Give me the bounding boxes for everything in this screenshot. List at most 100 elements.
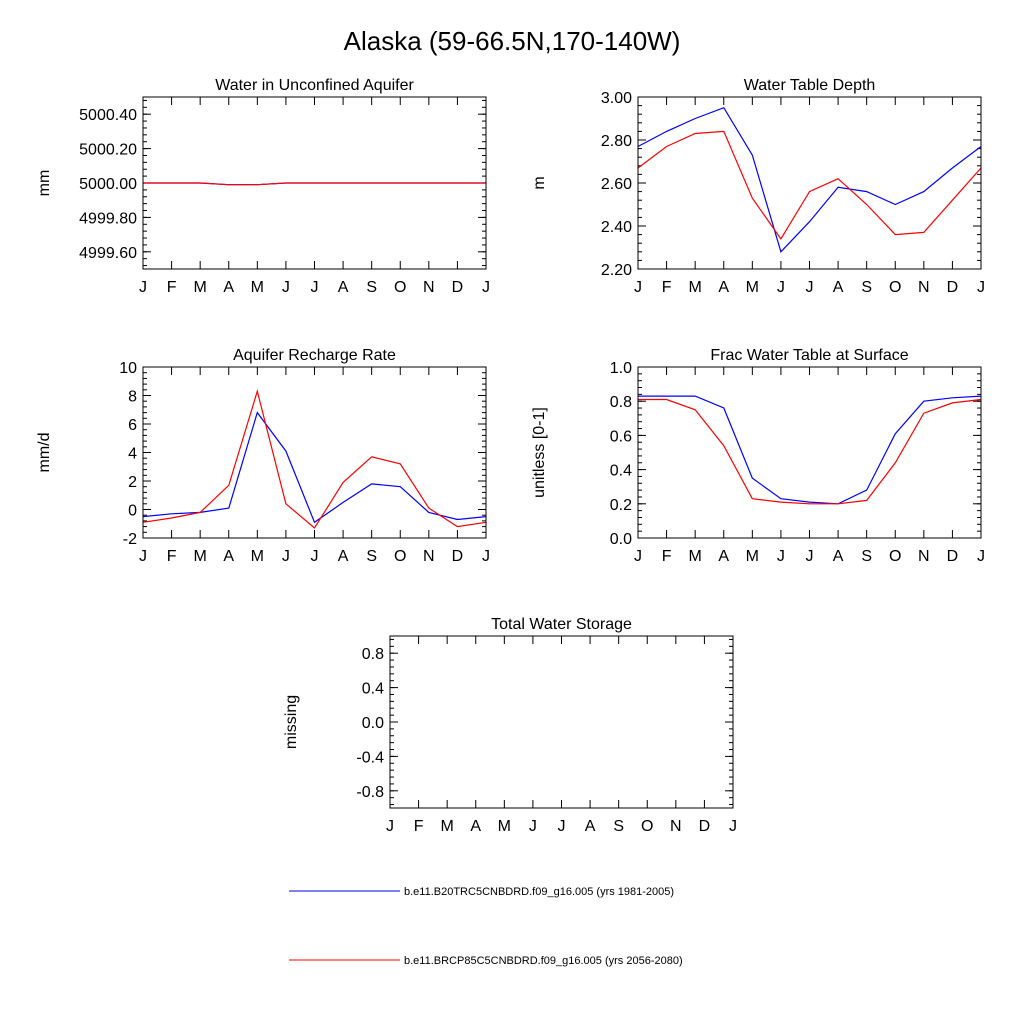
x-tick-label: J bbox=[977, 279, 985, 296]
y-tick-label: 6 bbox=[128, 417, 137, 434]
y-axis-label: unitless [0-1] bbox=[531, 407, 548, 498]
x-tick-label: A bbox=[338, 279, 349, 296]
x-tick-label: J bbox=[311, 548, 319, 565]
y-axis-label: mm/d bbox=[36, 433, 53, 473]
y-tick-label: 0.6 bbox=[610, 428, 632, 445]
x-tick-label: J bbox=[806, 279, 814, 296]
x-tick-label: A bbox=[718, 548, 729, 565]
y-tick-label: 0.0 bbox=[362, 715, 384, 732]
x-tick-label: S bbox=[861, 548, 872, 565]
x-tick-label: N bbox=[670, 818, 682, 835]
x-tick-label: J bbox=[806, 548, 814, 565]
x-tick-label: D bbox=[452, 279, 464, 296]
x-tick-label: F bbox=[167, 279, 177, 296]
y-tick-label: -0.4 bbox=[356, 749, 384, 766]
x-tick-label: D bbox=[947, 548, 959, 565]
chart-title: Water in Unconfined Aquifer bbox=[215, 77, 414, 94]
legend-label-1: b.e11.B20TRC5CNBDRD.f09_g16.005 (yrs 198… bbox=[404, 886, 674, 898]
x-tick-label: A bbox=[223, 279, 234, 296]
x-tick-label: F bbox=[662, 548, 672, 565]
y-tick-label: 5000.20 bbox=[79, 142, 137, 159]
x-tick-label: M bbox=[194, 279, 207, 296]
x-tick-label: J bbox=[729, 818, 737, 835]
x-tick-label: S bbox=[366, 548, 377, 565]
y-tick-label: 2.20 bbox=[601, 262, 632, 279]
y-tick-label: 0 bbox=[128, 503, 137, 520]
x-tick-label: O bbox=[394, 548, 406, 565]
y-tick-label: 8 bbox=[128, 389, 137, 406]
y-tick-label: 2 bbox=[128, 474, 137, 491]
y-tick-label: 0.4 bbox=[610, 463, 632, 480]
y-tick-label: -2 bbox=[123, 531, 137, 548]
x-tick-label: A bbox=[223, 548, 234, 565]
series-line-1 bbox=[638, 395, 982, 505]
y-tick-label: 3.00 bbox=[601, 90, 632, 107]
x-tick-label: J bbox=[977, 548, 985, 565]
series-line-2 bbox=[638, 398, 982, 505]
chart-title: Water Table Depth bbox=[744, 77, 876, 94]
x-tick-label: J bbox=[634, 548, 642, 565]
x-tick-label: N bbox=[423, 548, 435, 565]
series-line-2 bbox=[142, 388, 487, 529]
x-tick-label: D bbox=[452, 548, 464, 565]
x-tick-label: F bbox=[167, 548, 177, 565]
x-tick-label: S bbox=[366, 279, 377, 296]
y-tick-label: 2.40 bbox=[601, 219, 632, 236]
x-tick-label: J bbox=[777, 279, 785, 296]
x-tick-label: M bbox=[689, 548, 702, 565]
x-tick-label: J bbox=[282, 279, 290, 296]
x-tick-label: M bbox=[689, 279, 702, 296]
x-tick-label: J bbox=[386, 818, 394, 835]
chart-title: Frac Water Table at Surface bbox=[710, 347, 908, 364]
x-tick-label: M bbox=[498, 818, 511, 835]
x-tick-label: M bbox=[746, 279, 759, 296]
x-tick-label: M bbox=[441, 818, 454, 835]
plot-frame bbox=[142, 96, 487, 270]
y-tick-label: 4 bbox=[128, 446, 137, 463]
x-tick-label: N bbox=[423, 279, 435, 296]
x-tick-label: S bbox=[613, 818, 624, 835]
x-tick-label: N bbox=[918, 548, 930, 565]
y-tick-label: 10 bbox=[119, 360, 137, 377]
x-tick-label: A bbox=[833, 548, 844, 565]
y-tick-label: 2.60 bbox=[601, 176, 632, 193]
x-tick-label: J bbox=[139, 548, 147, 565]
x-tick-label: D bbox=[947, 279, 959, 296]
y-axis-label: missing bbox=[283, 695, 300, 749]
y-tick-label: -0.8 bbox=[356, 784, 384, 801]
y-axis-label: mm bbox=[36, 170, 53, 197]
chart-title: Total Water Storage bbox=[491, 616, 632, 633]
y-tick-label: 5000.40 bbox=[79, 107, 137, 124]
x-tick-label: J bbox=[311, 279, 319, 296]
series-line-1 bbox=[142, 411, 487, 524]
x-tick-label: O bbox=[641, 818, 653, 835]
x-tick-label: J bbox=[777, 548, 785, 565]
x-tick-label: J bbox=[482, 548, 490, 565]
x-tick-label: A bbox=[470, 818, 481, 835]
y-tick-label: 4999.60 bbox=[79, 245, 137, 262]
x-tick-label: A bbox=[338, 548, 349, 565]
legend-label-2: b.e11.BRCP85C5CNBDRD.f09_g16.005 (yrs 20… bbox=[404, 955, 683, 967]
x-tick-label: J bbox=[558, 818, 566, 835]
x-tick-label: A bbox=[833, 279, 844, 296]
x-tick-label: N bbox=[918, 279, 930, 296]
plot-frame bbox=[637, 366, 982, 539]
x-tick-label: F bbox=[662, 279, 672, 296]
y-tick-label: 0.2 bbox=[610, 497, 632, 514]
x-tick-label: F bbox=[414, 818, 424, 835]
x-tick-label: J bbox=[282, 548, 290, 565]
y-tick-label: 0.4 bbox=[362, 681, 384, 698]
chart-title: Aquifer Recharge Rate bbox=[233, 347, 396, 364]
plot-frame bbox=[637, 96, 982, 270]
x-tick-label: S bbox=[861, 279, 872, 296]
x-tick-label: A bbox=[585, 818, 596, 835]
series-line-2 bbox=[143, 182, 486, 186]
y-tick-label: 4999.80 bbox=[79, 210, 137, 227]
x-tick-label: J bbox=[529, 818, 537, 835]
x-tick-label: O bbox=[889, 548, 901, 565]
series-line-2 bbox=[637, 130, 982, 240]
